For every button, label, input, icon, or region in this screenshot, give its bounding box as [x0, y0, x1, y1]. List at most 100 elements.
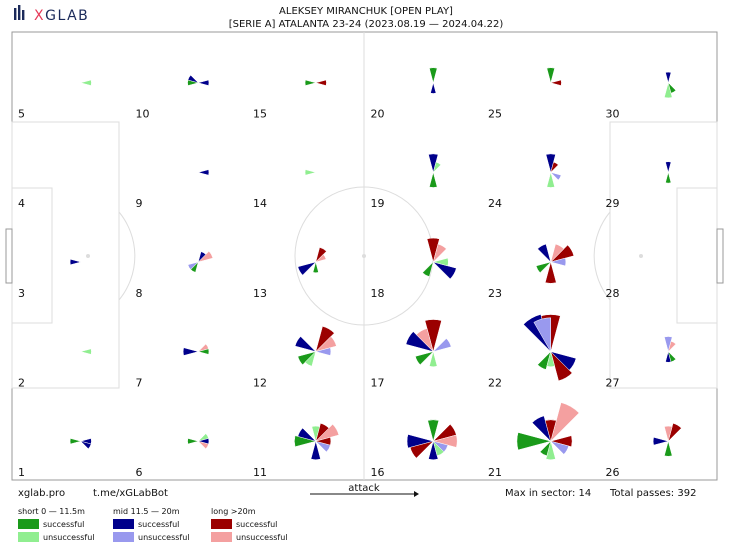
pass-wedge-long-success	[550, 350, 573, 382]
right-six-yard-box	[676, 187, 718, 324]
pass-wedge-mid-fail	[432, 440, 449, 453]
pass-wedge-short-fail	[429, 350, 438, 367]
pass-wedge-mid-success	[537, 243, 552, 263]
pass-rose-sector-29	[665, 161, 672, 184]
legend-group-title: mid 11.5 — 20m	[113, 507, 180, 516]
sector-label: 7	[136, 376, 143, 389]
pass-wedge-long-success	[315, 247, 327, 263]
pass-wedge-mid-success	[310, 440, 321, 460]
pass-wedge-short-fail	[664, 81, 673, 99]
legend-group-1: short 0 — 11.5m successful unsuccessful	[18, 507, 95, 542]
pass-rose-sector-19	[428, 153, 442, 188]
pass-wedge-long-fail	[664, 425, 673, 443]
right-goal	[716, 228, 724, 284]
pass-wedge-mid-success	[545, 153, 556, 174]
pitch	[5, 31, 724, 481]
sector-label: 2	[18, 376, 25, 389]
pass-rose-sector-20	[429, 67, 438, 94]
legend-swatch-successful	[113, 519, 134, 529]
sector-label: 15	[253, 108, 267, 121]
right-penalty-box	[609, 121, 718, 389]
right-penalty-spot	[639, 254, 643, 258]
pass-wedge-mid-success	[79, 440, 92, 450]
pass-wedge-long-success	[424, 319, 442, 353]
pass-rose-sector-7	[182, 343, 210, 356]
pass-wedge-short-fail	[545, 440, 556, 460]
sector-label: 10	[136, 108, 150, 121]
sector-label: 16	[371, 466, 385, 479]
pass-rose-sector-30	[664, 71, 677, 99]
sector-label: 23	[488, 287, 502, 300]
attack-arrow	[310, 491, 419, 497]
sector-label: 4	[18, 197, 25, 210]
telegram-link[interactable]: t.me/xGLabBot	[93, 488, 168, 499]
sector-label: 20	[371, 108, 385, 121]
pass-rose-sector-5	[79, 79, 92, 86]
pass-wedge-mid-success	[665, 161, 672, 174]
legend-label-successful: successful	[236, 520, 277, 529]
legend-swatch-unsuccessful	[113, 532, 134, 542]
pass-wedge-long-success	[426, 237, 440, 263]
pass-rose-sector-11	[294, 423, 340, 460]
pass-wedge-short-fail	[432, 161, 442, 174]
pass-wedge-short-success	[69, 438, 82, 445]
pass-rose-sector-16	[406, 419, 458, 460]
pass-wedge-long-success	[544, 419, 557, 443]
pass-rose-sector-27	[664, 336, 677, 363]
legend-swatch-unsuccessful	[18, 532, 39, 542]
pass-wedge-long-success	[667, 423, 682, 443]
sector-label: 12	[253, 376, 267, 389]
pass-wedge-long-success	[544, 261, 557, 284]
pass-wedge-long-success	[315, 423, 330, 443]
logo-text-rest: GLAB	[45, 8, 89, 24]
sector-label: 28	[606, 287, 620, 300]
pass-wedge-mid-success	[197, 169, 210, 176]
pass-wedge-mid-success	[430, 81, 437, 94]
pass-rose-sector-24	[545, 153, 562, 188]
legend-group-2: mid 11.5 — 20m successful unsuccessful	[113, 507, 190, 542]
pass-wedge-mid-success	[182, 347, 200, 356]
sector-labels: 1234567891011121314151617181920212223242…	[18, 108, 620, 479]
pass-wedge-short-success	[667, 350, 677, 363]
pass-wedge-mid-success	[428, 440, 439, 460]
xglab-logo: XGLAB	[14, 5, 89, 24]
pass-wedge-short-success	[415, 351, 435, 366]
sector-label: 18	[371, 287, 385, 300]
pass-rose-sector-12	[294, 326, 337, 367]
sector-label: 9	[136, 197, 143, 210]
pass-wedge-long-fail	[667, 340, 677, 353]
left-penalty-spot	[86, 254, 90, 258]
pass-wedge-long-success	[549, 435, 573, 448]
pass-rose-sector-10	[187, 74, 210, 86]
legend: short 0 — 11.5msuccessfulunsuccessfulmid…	[18, 507, 288, 542]
pass-wedge-short-success	[667, 81, 677, 94]
pass-wedge-short-success	[427, 419, 440, 443]
pass-wedge-long-fail	[197, 250, 214, 263]
pass-wedge-mid-success	[187, 74, 200, 84]
site-link[interactable]: xglab.pro	[18, 488, 65, 499]
logo-bar-2	[18, 5, 21, 20]
pass-rose-sector-15	[304, 79, 327, 86]
pass-rose-sector-23	[535, 243, 575, 284]
pass-wedge-short-success	[546, 67, 555, 84]
pass-wedge-short-success	[190, 261, 199, 273]
sector-label: 8	[136, 287, 143, 300]
pass-wedge-long-fail	[432, 434, 458, 448]
legend-swatch-successful	[211, 519, 232, 529]
chart-subtitle: [SERIE A] ATALANTA 23-24 (2023.08.19 — 2…	[229, 19, 504, 30]
sector-label: 3	[18, 287, 25, 300]
pass-wedge-short-success	[539, 440, 552, 457]
pass-wedge-short-success	[294, 435, 317, 448]
legend-label-successful: successful	[43, 520, 84, 529]
pass-wedge-short-success	[297, 351, 317, 366]
pass-wedge-long-success	[315, 326, 335, 353]
pass-wedge-short-success	[665, 171, 672, 184]
legend-swatch-unsuccessful	[211, 532, 232, 542]
legend-label-unsuccessful: unsuccessful	[43, 533, 95, 542]
pass-rose-sector-21	[516, 402, 580, 460]
pass-wedge-short-success	[535, 261, 552, 274]
pass-rose-sector-25	[546, 67, 562, 86]
pass-rose-sector-2	[79, 348, 92, 355]
sector-label: 5	[18, 108, 25, 121]
